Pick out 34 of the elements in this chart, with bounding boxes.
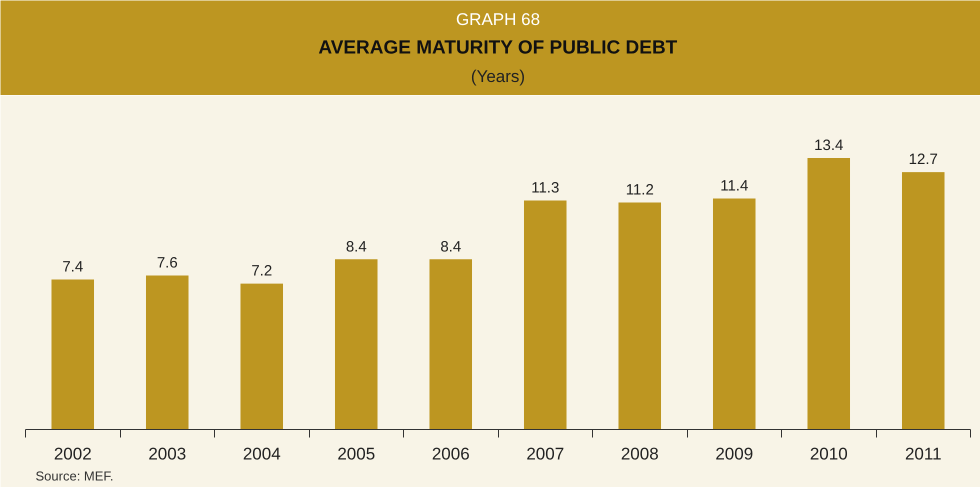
chart-subtitle: (Years) (470, 67, 526, 86)
x-tick-label: 2010 (810, 444, 848, 464)
data-label: 11.4 (720, 177, 748, 194)
data-label: 11.3 (531, 180, 560, 197)
bar (146, 275, 189, 430)
bar (807, 158, 850, 430)
bar (429, 259, 472, 430)
x-tick-label: 2002 (54, 444, 92, 464)
x-tick-label: 2005 (337, 444, 376, 464)
caption: GRAPH 68 (456, 10, 540, 29)
bar (618, 202, 662, 430)
source-note: Source: MEF. (36, 468, 114, 484)
x-tick-label: 2004 (242, 444, 281, 464)
data-label: 8.4 (440, 238, 462, 256)
bar (334, 259, 378, 430)
data-label: 7.6 (156, 254, 178, 272)
bar (240, 284, 284, 430)
x-tick-label: 2011 (904, 444, 942, 464)
x-tick-label: 2003 (148, 444, 186, 464)
x-tick-label: 2007 (526, 444, 564, 464)
bar (902, 172, 945, 430)
bar (524, 200, 567, 430)
data-label: 11.2 (626, 182, 654, 199)
data-label: 13.4 (814, 136, 844, 154)
x-tick-label: 2008 (620, 444, 659, 464)
data-label: 8.4 (346, 238, 367, 256)
chart-title: AVERAGE MATURITY OF PUBLIC DEBT (318, 38, 678, 58)
bar (712, 198, 756, 430)
data-label: 7.4 (62, 258, 84, 276)
data-label: 7.2 (251, 262, 272, 280)
x-tick-label: 2009 (715, 444, 754, 464)
data-label: 12.7 (908, 151, 938, 168)
bar (51, 280, 94, 430)
x-tick-label: 2006 (432, 444, 470, 464)
